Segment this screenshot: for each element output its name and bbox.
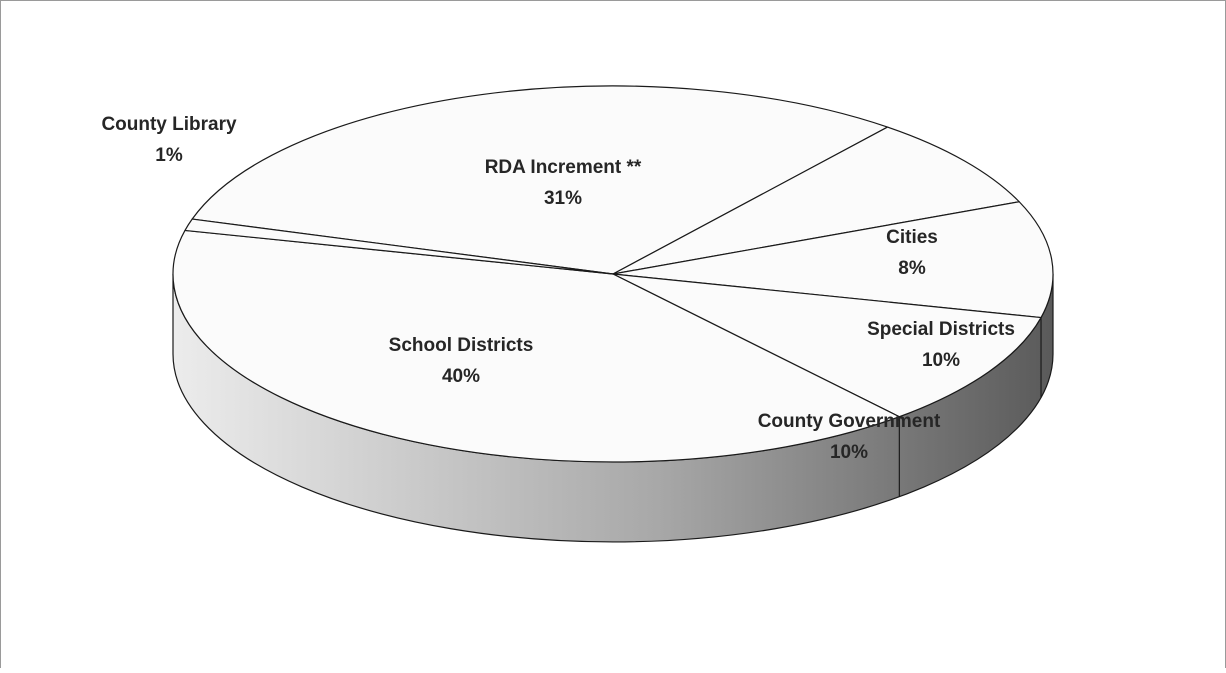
slice-label-county-government: County Government bbox=[758, 411, 941, 432]
slice-county-library bbox=[184, 218, 614, 275]
slice-value-county-library: 1% bbox=[155, 145, 183, 166]
slice-value-rda-increment: 31% bbox=[544, 188, 582, 209]
slice-cities bbox=[612, 126, 1020, 275]
slice-county-government bbox=[612, 273, 1042, 418]
slice-label-special-districts: Special Districts bbox=[867, 319, 1015, 340]
slice-value-cities: 8% bbox=[898, 258, 926, 279]
slice-school-districts bbox=[172, 229, 900, 463]
pie-top-layer bbox=[172, 85, 1054, 463]
slice-label-school-districts: School Districts bbox=[389, 335, 534, 356]
slice-label-county-library: County Library bbox=[101, 114, 237, 135]
slice-label-rda-increment: RDA Increment ** bbox=[485, 157, 642, 178]
slice-value-school-districts: 40% bbox=[442, 366, 480, 387]
slice-label-cities: Cities bbox=[886, 227, 938, 248]
pie-label-layer: RDA Increment ** 31% Cities 8% Special Distr… bbox=[101, 114, 1014, 463]
slice-value-county-government: 10% bbox=[830, 442, 868, 463]
slice-value-special-districts: 10% bbox=[922, 350, 960, 371]
slice-special-districts bbox=[612, 201, 1054, 319]
slice-rda-increment bbox=[191, 85, 889, 275]
